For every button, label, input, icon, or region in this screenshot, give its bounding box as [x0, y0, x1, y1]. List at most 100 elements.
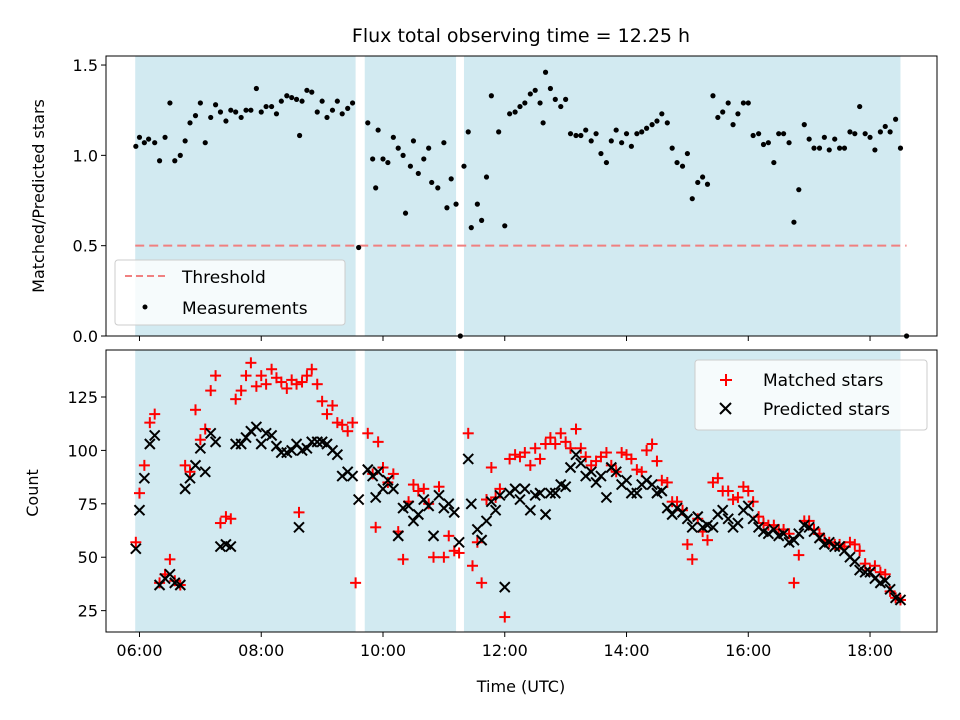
predicted-star-point — [559, 481, 572, 493]
matched-star-point — [230, 393, 242, 405]
measurement-point — [684, 150, 690, 157]
matched-star-point — [138, 459, 150, 471]
measurement-point — [197, 100, 203, 106]
measurement-point — [410, 138, 417, 144]
measurement-point — [187, 120, 193, 126]
matched-star-point — [600, 447, 612, 459]
predicted-star-point — [362, 463, 374, 476]
matched-star-point — [275, 376, 287, 388]
predicted-star-point — [732, 517, 744, 529]
matched-star-point — [362, 427, 374, 439]
measurement-point — [373, 185, 379, 191]
measurement-point — [238, 114, 244, 121]
predicted-star-point — [600, 491, 613, 504]
predicted-star-point — [716, 504, 729, 516]
matched-star-point — [428, 551, 440, 563]
matched-star-point — [144, 417, 156, 429]
x-tick-label: 18:00 — [847, 641, 893, 660]
predicted-star-point — [610, 466, 622, 478]
measurement-point — [289, 94, 295, 101]
y-tick-label: 1.5 — [73, 56, 98, 75]
y-tick-label: 25 — [78, 602, 98, 621]
matched-star-point — [485, 462, 497, 473]
measurement-point — [167, 100, 173, 106]
x-tick-label: 06:00 — [116, 641, 162, 660]
predicted-star-point — [199, 466, 211, 478]
measurement-point — [370, 156, 376, 162]
measurement-point — [720, 109, 726, 115]
predicted-star-point — [514, 493, 526, 506]
measurement-point — [228, 107, 234, 113]
matched-star-point — [179, 459, 191, 471]
predicted-star-point — [133, 504, 146, 516]
measurement-point — [243, 107, 249, 113]
measurement-point — [390, 134, 396, 140]
predicted-star-point — [519, 483, 531, 495]
predicted-star-point — [265, 429, 278, 442]
legend-measurements-label: Measurements — [182, 299, 308, 319]
predicted-star-point — [240, 431, 252, 444]
measurement-point — [608, 138, 614, 144]
y-tick-label: 0.5 — [73, 237, 98, 256]
predicted-star-point — [130, 542, 142, 555]
measurement-point — [415, 170, 421, 177]
matched-star-point — [326, 400, 338, 412]
measurement-point — [588, 138, 594, 144]
measurement-point — [356, 244, 362, 251]
measurement-point — [619, 140, 625, 146]
chart-title: Flux total observing time = 12.25 h — [352, 25, 690, 47]
predicted-star-point — [475, 534, 488, 546]
matched-star-point — [646, 438, 658, 450]
measurement-point — [821, 134, 827, 140]
predicted-star-point — [620, 474, 633, 487]
matched-star-point — [783, 528, 795, 540]
matched-star-point — [433, 481, 445, 493]
matched-star-point — [250, 380, 262, 392]
measurement-point — [862, 131, 868, 137]
legend-predicted-label: Predicted stars — [763, 400, 890, 420]
matched-star-point — [476, 577, 488, 589]
matched-star-point — [342, 425, 354, 437]
measurement-point — [141, 140, 147, 146]
predicted-star-point — [250, 421, 263, 433]
matched-star-point — [499, 611, 511, 623]
measurement-point — [689, 196, 695, 202]
predicted-star-point — [194, 442, 207, 454]
matched-star-point — [681, 538, 693, 550]
predicted-star-point — [646, 478, 658, 491]
matched-star-point — [296, 376, 308, 388]
measurement-point — [365, 120, 371, 126]
measurement-point — [208, 114, 214, 121]
predicted-star-point — [387, 483, 400, 495]
measurement-point — [522, 100, 528, 106]
count-plot-frame — [105, 349, 938, 633]
count-legend-box — [694, 359, 928, 431]
measurement-point — [654, 118, 660, 124]
matched-star-point — [854, 545, 866, 557]
ratio-legend: Threshold Measurements — [114, 259, 346, 326]
measurement-point — [273, 111, 280, 117]
matched-star-point — [661, 476, 673, 488]
predicted-star-point — [433, 489, 445, 501]
predicted-star-point — [575, 457, 587, 469]
measurement-point — [639, 129, 645, 135]
predicted-star-point — [174, 579, 186, 591]
measurement-point — [349, 100, 356, 106]
measurement-point — [603, 159, 610, 166]
measurement-point — [598, 150, 604, 157]
measurement-point — [453, 201, 459, 207]
predicted-star-point — [331, 448, 344, 461]
measurement-point — [832, 136, 838, 142]
measurement-point — [786, 140, 792, 146]
measurement-point — [527, 91, 533, 97]
measurement-point — [847, 129, 853, 135]
matched-star-point — [462, 427, 474, 439]
measurement-point — [715, 114, 721, 121]
matched-star-point — [732, 491, 744, 503]
measurement-point — [309, 89, 315, 95]
matched-star-point — [235, 385, 247, 397]
matched-star-point — [605, 459, 617, 471]
measurement-point — [583, 127, 589, 133]
measurement-point — [791, 219, 797, 225]
predicted-star-point — [184, 472, 196, 484]
